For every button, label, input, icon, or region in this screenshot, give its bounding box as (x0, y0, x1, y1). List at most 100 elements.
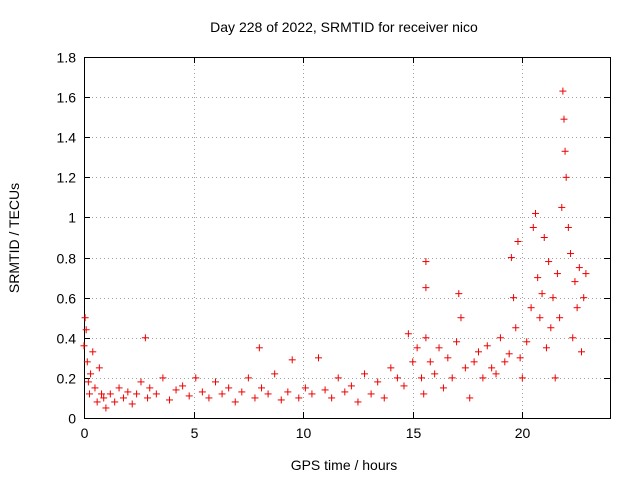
data-point (137, 378, 145, 386)
data-point (553, 270, 561, 278)
data-point (547, 324, 555, 332)
data-point (448, 374, 456, 382)
data-point (128, 400, 136, 408)
data-point (422, 284, 430, 292)
data-point (404, 330, 412, 338)
data-point (165, 396, 173, 404)
x-tick-label: 5 (191, 425, 199, 441)
data-point (328, 394, 336, 402)
data-point (559, 87, 567, 95)
data-point (315, 354, 323, 362)
data-point (277, 396, 285, 404)
y-tick-label: 0.2 (57, 371, 77, 387)
data-point (549, 294, 557, 302)
data-point (100, 394, 108, 402)
data-point (466, 394, 474, 402)
data-point (582, 270, 590, 278)
data-point (510, 294, 518, 302)
data-point (538, 290, 546, 298)
data-point (91, 384, 99, 392)
y-tick-label: 0.8 (57, 251, 77, 267)
data-point (488, 364, 496, 372)
data-point (571, 278, 579, 286)
data-point (387, 364, 395, 372)
data-point (529, 223, 537, 231)
plot-frame (84, 57, 611, 419)
data-point (301, 384, 309, 392)
y-tick-label: 0 (68, 411, 76, 427)
data-point (141, 334, 149, 342)
data-point (501, 358, 509, 366)
data-point (435, 344, 443, 352)
data-point (551, 374, 559, 382)
x-tick-label: 10 (296, 425, 312, 441)
data-point (418, 374, 426, 382)
data-point (218, 390, 226, 398)
y-tick-label: 1.8 (57, 50, 77, 66)
x-tick-label: 15 (406, 425, 422, 441)
data-point (567, 250, 575, 258)
data-point (531, 209, 539, 217)
data-point (542, 344, 550, 352)
data-point (192, 374, 200, 382)
data-point (457, 314, 465, 322)
data-point (225, 384, 233, 392)
data-point (367, 390, 375, 398)
x-tick-label: 0 (81, 425, 89, 441)
data-point (470, 358, 478, 366)
data-point (288, 356, 296, 364)
data-point (87, 370, 95, 378)
data-point (244, 374, 252, 382)
data-point (185, 392, 193, 400)
data-point (575, 264, 583, 272)
data-point (159, 374, 167, 382)
data-point (558, 203, 566, 211)
data-point (106, 390, 114, 398)
data-point (444, 354, 452, 362)
data-point (119, 394, 127, 402)
data-point (85, 390, 93, 398)
data-point (505, 350, 513, 358)
data-point (536, 314, 544, 322)
y-axis-label: SRMTID / TECUs (6, 183, 22, 293)
data-point (321, 386, 329, 394)
data-point (144, 394, 152, 402)
data-point (264, 390, 272, 398)
data-point (238, 388, 246, 396)
data-point (308, 390, 316, 398)
data-point (374, 378, 382, 386)
data-point (354, 398, 362, 406)
data-point (455, 290, 463, 298)
data-point (540, 234, 548, 241)
data-point (564, 223, 572, 231)
data-point (179, 382, 187, 390)
data-point (422, 334, 430, 342)
data-point (422, 258, 430, 266)
data-point (479, 374, 487, 382)
data-point (512, 324, 520, 332)
data-point (258, 384, 266, 392)
data-point (523, 338, 531, 346)
y-tick-label: 0.6 (57, 291, 77, 307)
data-point (82, 326, 90, 334)
grid-layer (84, 57, 610, 418)
data-point (561, 147, 569, 155)
data-point (545, 258, 553, 266)
data-point (562, 173, 570, 181)
data-point (380, 394, 388, 402)
data-point (413, 344, 421, 352)
data-point (284, 388, 292, 396)
data-point (578, 348, 586, 356)
data-point (409, 358, 417, 366)
y-tick-label: 1.6 (57, 90, 77, 106)
chart-title: Day 228 of 2022, SRMTID for receiver nic… (210, 19, 478, 35)
data-point (341, 388, 349, 396)
data-point (492, 370, 500, 378)
data-point (560, 115, 568, 123)
data-point (271, 370, 279, 378)
y-tick-label: 1.4 (57, 130, 77, 146)
data-point (251, 394, 259, 402)
data-point (102, 404, 110, 412)
data-point (439, 384, 447, 392)
y-tick-label: 1 (68, 210, 76, 226)
